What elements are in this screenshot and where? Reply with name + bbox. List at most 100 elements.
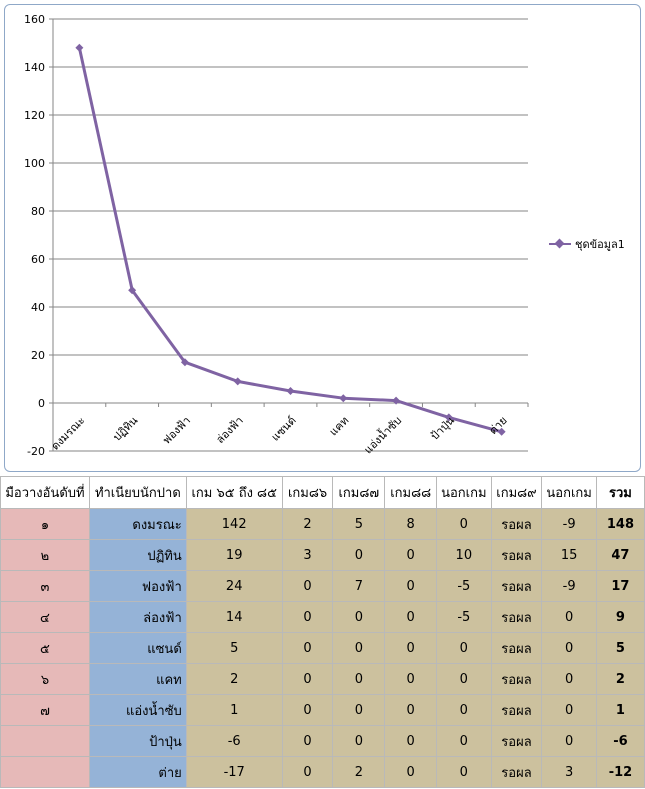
player-name-cell[interactable]: แคท [88, 663, 187, 695]
rank-cell[interactable]: ๓ [0, 570, 90, 602]
score-cell[interactable]: 5 [332, 508, 386, 540]
player-name-cell[interactable]: ต่าย [88, 756, 187, 788]
score-cell[interactable]: รอผล [490, 601, 543, 633]
column-header[interactable]: มือวางอันดับที่ [0, 476, 90, 509]
rank-cell[interactable]: ๑ [0, 508, 90, 540]
player-name-cell[interactable]: แอ่งน้ำซับ [88, 694, 187, 726]
score-cell[interactable]: รอผล [490, 694, 543, 726]
score-cell[interactable]: 0 [332, 725, 386, 757]
score-cell[interactable]: 0 [332, 601, 386, 633]
rank-cell[interactable] [0, 725, 90, 757]
player-name-cell[interactable]: ปฏิทิน [88, 539, 187, 571]
score-cell[interactable]: -5 [436, 601, 492, 633]
score-cell[interactable]: 0 [436, 725, 492, 757]
player-name-cell[interactable]: ป้าปุ่น [88, 725, 187, 757]
player-name-cell[interactable]: ล่องฟ้า [88, 601, 187, 633]
score-cell[interactable]: 0 [384, 694, 438, 726]
score-cell[interactable]: -5 [436, 570, 492, 602]
score-cell[interactable]: 0 [281, 725, 334, 757]
column-header[interactable]: เกม๘๘ [384, 476, 438, 509]
score-cell[interactable]: รอผล [490, 663, 543, 695]
total-cell[interactable]: -12 [595, 756, 645, 788]
rank-cell[interactable]: ๔ [0, 601, 90, 633]
score-cell[interactable]: 0 [541, 663, 597, 695]
score-cell[interactable]: 0 [332, 632, 386, 664]
column-header[interactable]: เกม ๖๕ ถึง ๘๕ [185, 476, 283, 509]
score-cell[interactable]: 14 [185, 601, 283, 633]
score-cell[interactable]: 0 [436, 694, 492, 726]
score-cell[interactable]: 0 [541, 725, 597, 757]
score-cell[interactable]: รอผล [490, 570, 543, 602]
column-header[interactable]: รวม [595, 476, 645, 509]
score-cell[interactable]: 0 [281, 601, 334, 633]
player-name-cell[interactable]: ฟองฟ้า [88, 570, 187, 602]
score-cell[interactable]: 0 [281, 570, 334, 602]
score-cell[interactable]: 0 [541, 601, 597, 633]
rank-cell[interactable]: ๖ [0, 663, 90, 695]
total-cell[interactable]: -6 [595, 725, 645, 757]
score-cell[interactable]: 0 [384, 632, 438, 664]
score-cell[interactable]: 0 [281, 632, 334, 664]
score-cell[interactable]: 0 [384, 570, 438, 602]
score-cell[interactable]: 0 [384, 725, 438, 757]
score-cell[interactable]: 0 [332, 663, 386, 695]
score-cell[interactable]: 15 [541, 539, 597, 571]
score-cell[interactable]: รอผล [490, 632, 543, 664]
score-cell[interactable]: รอผล [490, 539, 543, 571]
score-cell[interactable]: รอผล [490, 508, 543, 540]
score-cell[interactable]: 0 [384, 601, 438, 633]
score-cell[interactable]: 0 [541, 632, 597, 664]
total-cell[interactable]: 17 [595, 570, 645, 602]
score-cell[interactable]: 3 [281, 539, 334, 571]
column-header[interactable]: เกม๘๙ [490, 476, 543, 509]
score-cell[interactable]: 0 [384, 539, 438, 571]
score-cell[interactable]: 2 [281, 508, 334, 540]
spreadsheet[interactable]: มือวางอันดับที่ ทำเนียบนักปาด เกม ๖๕ ถึง ๘… [0, 476, 645, 789]
score-cell[interactable]: 0 [281, 694, 334, 726]
score-cell[interactable]: 8 [384, 508, 438, 540]
score-cell[interactable]: 1 [185, 694, 283, 726]
total-cell[interactable]: 2 [595, 663, 645, 695]
column-header[interactable]: ทำเนียบนักปาด [88, 476, 187, 509]
score-cell[interactable]: 0 [436, 663, 492, 695]
total-cell[interactable]: 148 [595, 508, 645, 540]
player-name-cell[interactable]: แซนด์ [88, 632, 187, 664]
column-header[interactable]: นอกเกม [436, 476, 492, 509]
score-cell[interactable]: 2 [185, 663, 283, 695]
score-cell[interactable]: รอผล [490, 756, 543, 788]
score-cell[interactable]: -6 [185, 725, 283, 757]
score-cell[interactable]: 0 [541, 694, 597, 726]
score-cell[interactable]: 0 [436, 632, 492, 664]
score-cell[interactable]: 5 [185, 632, 283, 664]
score-cell[interactable]: 10 [436, 539, 492, 571]
score-cell[interactable]: -9 [541, 508, 597, 540]
column-header[interactable]: นอกเกม [541, 476, 597, 509]
score-cell[interactable]: 3 [541, 756, 597, 788]
score-cell[interactable]: 0 [436, 508, 492, 540]
score-cell[interactable]: -17 [185, 756, 283, 788]
rank-cell[interactable] [0, 756, 90, 788]
rank-cell[interactable]: ๒ [0, 539, 90, 571]
score-cell[interactable]: 0 [332, 539, 386, 571]
total-cell[interactable]: 5 [595, 632, 645, 664]
score-cell[interactable]: 0 [384, 756, 438, 788]
column-header[interactable]: เกม๘๖ [281, 476, 334, 509]
total-cell[interactable]: 9 [595, 601, 645, 633]
score-cell[interactable]: 19 [185, 539, 283, 571]
score-cell[interactable]: 0 [436, 756, 492, 788]
score-cell[interactable]: 7 [332, 570, 386, 602]
score-cell[interactable]: 0 [281, 756, 334, 788]
score-cell[interactable]: -9 [541, 570, 597, 602]
rank-cell[interactable]: ๕ [0, 632, 90, 664]
chart-area[interactable]: -20 0 20 40 60 80 100 120 140 160 ดงมรณะ ปฏิทิน ฟองฟ… [4, 4, 641, 472]
score-cell[interactable]: 0 [384, 663, 438, 695]
score-cell[interactable]: 24 [185, 570, 283, 602]
score-cell[interactable]: 0 [281, 663, 334, 695]
score-cell[interactable]: รอผล [490, 725, 543, 757]
score-cell[interactable]: 0 [332, 694, 386, 726]
score-cell[interactable]: 142 [185, 508, 283, 540]
rank-cell[interactable]: ๗ [0, 694, 90, 726]
score-cell[interactable]: 2 [332, 756, 386, 788]
total-cell[interactable]: 1 [595, 694, 645, 726]
total-cell[interactable]: 47 [595, 539, 645, 571]
